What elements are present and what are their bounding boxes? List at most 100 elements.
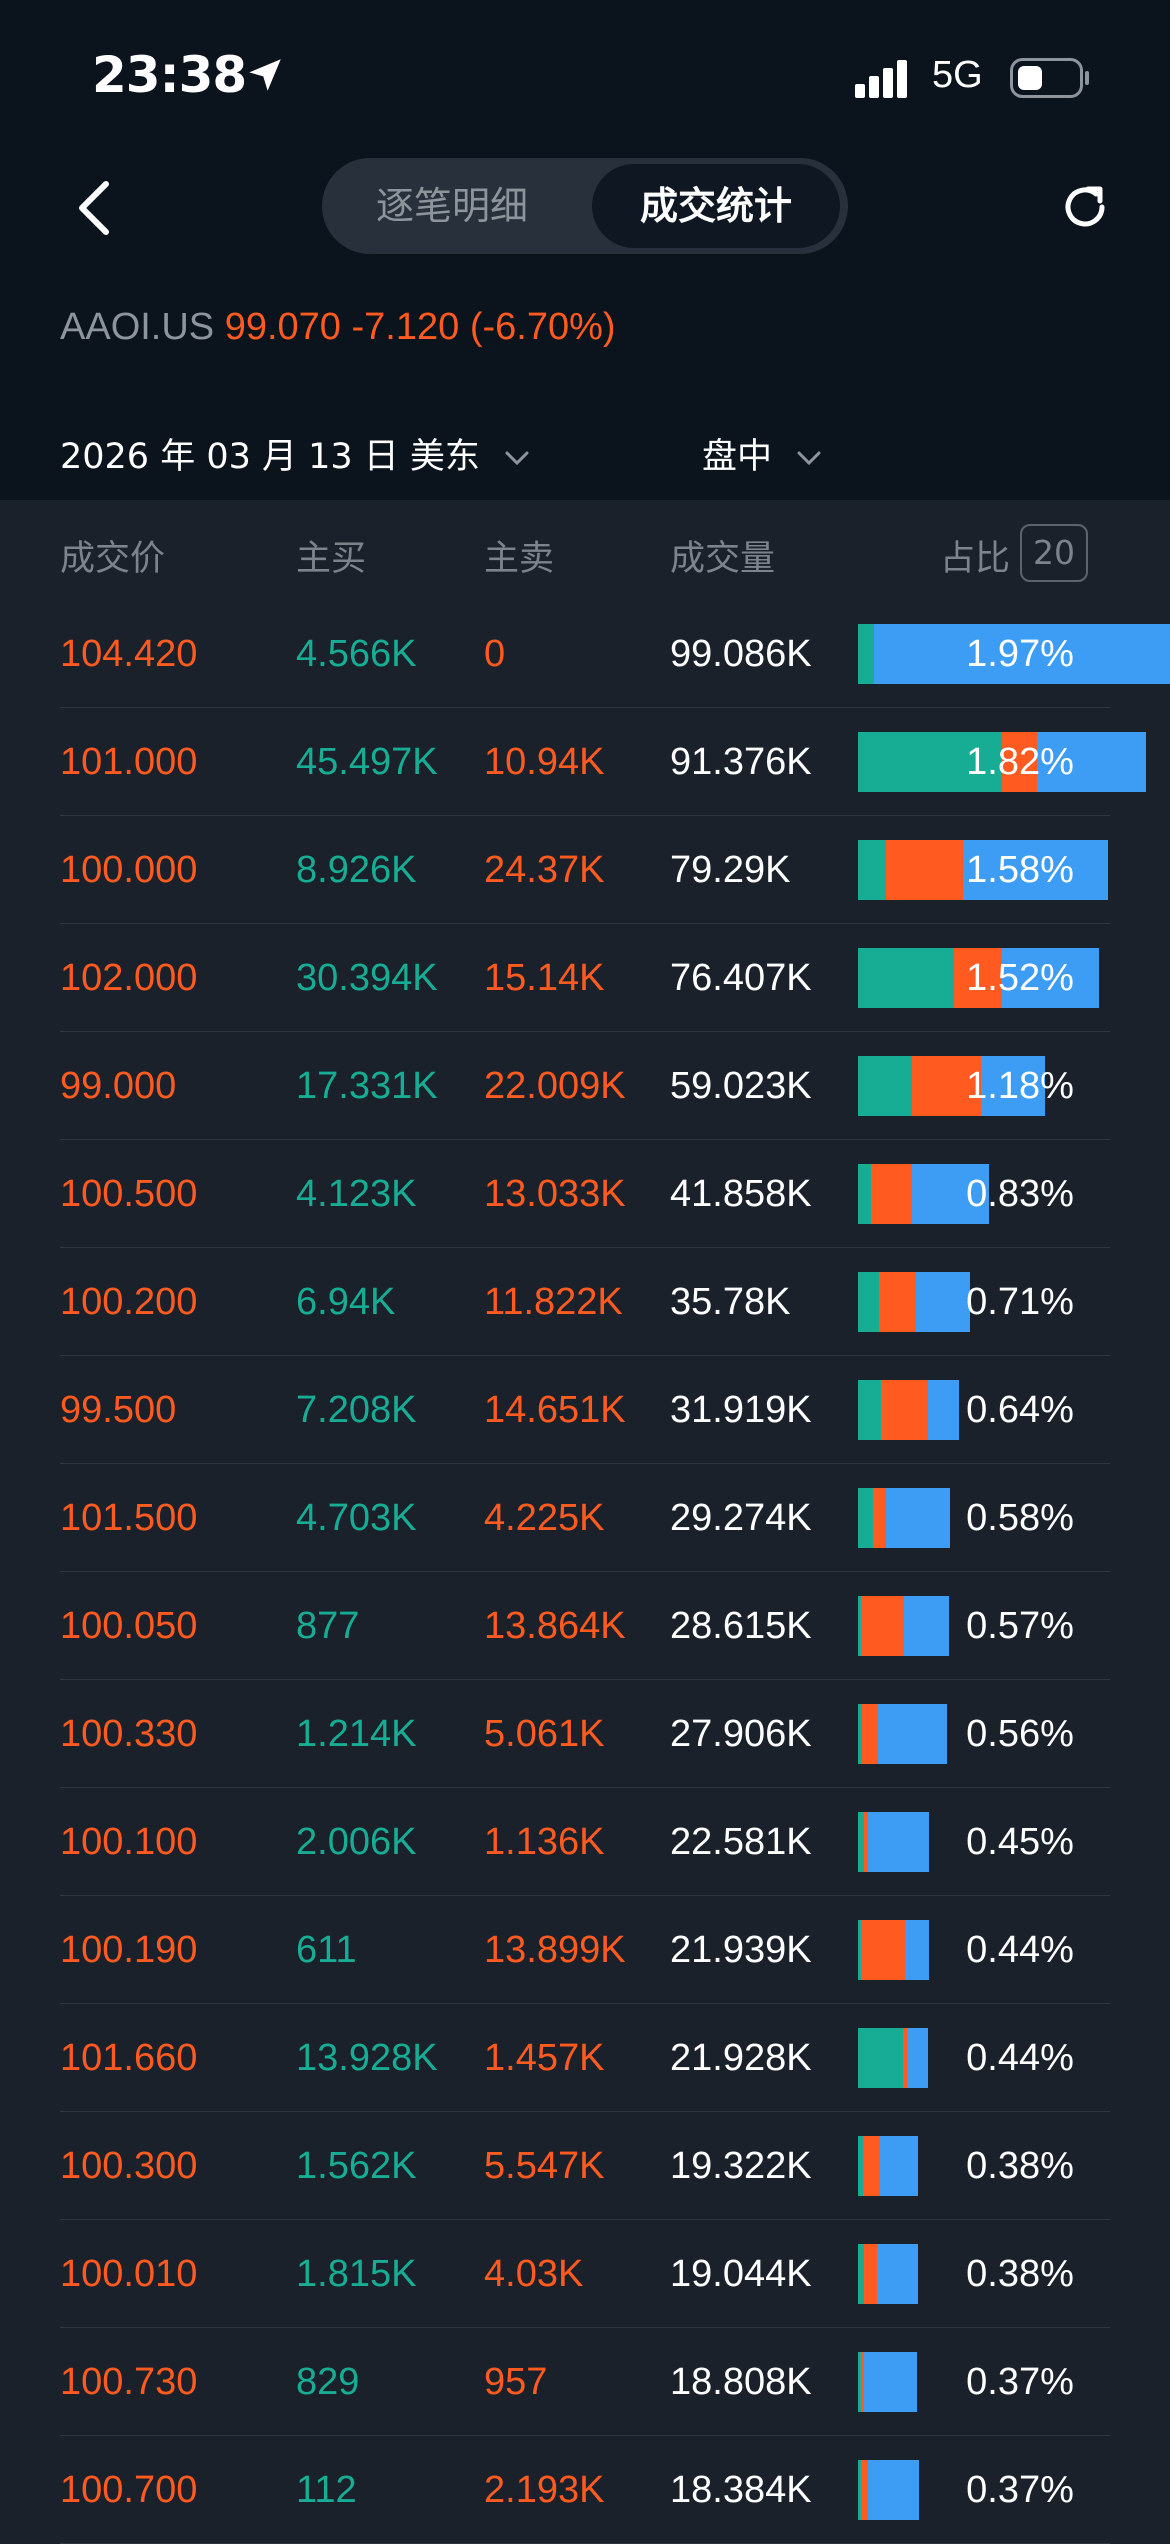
row-divider — [60, 1031, 1110, 1032]
table-row: 104.420 4.566K 0 99.086K 1.97% — [0, 600, 1170, 708]
row-ratio: 0.58% — [966, 1497, 1074, 1539]
tab-tick-details[interactable]: 逐笔明细 — [375, 184, 528, 228]
row-price: 100.010 — [60, 2253, 198, 2295]
neutral-segment — [904, 1596, 949, 1656]
row-price: 101.000 — [60, 741, 198, 783]
buy-segment — [858, 2244, 865, 2304]
row-price: 100.330 — [60, 1713, 198, 1755]
sell-segment — [954, 948, 1003, 1008]
row-active-sell: 14.651K — [484, 1389, 626, 1431]
row-volume: 31.919K — [670, 1389, 812, 1431]
status-bar: 23:38 5G — [0, 0, 1170, 150]
row-divider — [60, 1139, 1110, 1140]
row-active-sell: 1.457K — [484, 2037, 605, 2079]
refresh-icon[interactable] — [1058, 180, 1112, 234]
row-price: 100.300 — [60, 2145, 198, 2187]
row-ratio: 0.83% — [966, 1173, 1074, 1215]
volume-ratio-bar — [858, 2136, 919, 2196]
row-ratio: 0.37% — [966, 2469, 1074, 2511]
table-row: 100.500 4.123K 13.033K 41.858K 0.83% — [0, 1140, 1170, 1248]
sell-segment — [872, 1488, 886, 1548]
row-ratio: 1.52% — [966, 957, 1074, 999]
location-arrow-icon — [249, 59, 281, 91]
volume-ratio-bar — [858, 1488, 950, 1548]
row-active-sell: 15.14K — [484, 957, 605, 999]
neutral-segment — [911, 1164, 990, 1224]
neutral-segment — [1036, 732, 1147, 792]
row-divider — [60, 2111, 1110, 2112]
session-selector[interactable]: 盘中 — [702, 428, 821, 479]
table-row: 100.100 2.006K 1.136K 22.581K 0.45% — [0, 1788, 1170, 1896]
row-volume: 21.928K — [670, 2037, 812, 2079]
buy-segment — [858, 2460, 861, 2520]
buy-segment — [858, 948, 955, 1008]
row-price: 99.500 — [60, 1389, 177, 1431]
neutral-segment — [927, 1380, 960, 1440]
row-active-sell: 13.033K — [484, 1173, 626, 1215]
row-price: 100.050 — [60, 1605, 198, 1647]
row-active-sell: 10.94K — [484, 741, 605, 783]
row-volume: 21.939K — [670, 1929, 812, 1971]
sell-segment — [862, 2136, 881, 2196]
row-active-buy: 112 — [296, 2469, 357, 2511]
row-volume: 99.086K — [670, 633, 812, 675]
volume-ratio-bar — [858, 1380, 960, 1440]
row-divider — [60, 2003, 1110, 2004]
row-active-sell: 13.864K — [484, 1605, 626, 1647]
row-volume: 79.29K — [670, 849, 791, 891]
neutral-segment — [864, 2352, 918, 2412]
tab-trade-statistics[interactable]: 成交统计 — [592, 164, 840, 248]
row-volume: 76.407K — [670, 957, 812, 999]
buy-segment — [858, 1704, 862, 1764]
sell-segment — [1002, 732, 1037, 792]
volume-ratio-bar — [858, 1056, 1045, 1116]
row-ratio: 0.37% — [966, 2361, 1074, 2403]
row-ratio: 0.64% — [966, 1389, 1074, 1431]
row-price: 100.500 — [60, 1173, 198, 1215]
header-area: 23:38 5G 逐笔明细 成交统计 AAOI.US 99.070 -7.120… — [0, 0, 1170, 500]
row-active-buy: 30.394K — [296, 957, 438, 999]
stock-change: -7.120 — [351, 306, 460, 348]
volume-ratio-bar — [858, 1812, 930, 1872]
row-active-buy: 1.214K — [296, 1713, 417, 1755]
row-active-buy: 877 — [296, 1605, 360, 1647]
row-price: 100.190 — [60, 1929, 198, 1971]
row-divider — [60, 1247, 1110, 1248]
row-price: 100.200 — [60, 1281, 198, 1323]
row-volume: 41.858K — [670, 1173, 812, 1215]
table-row: 100.330 1.214K 5.061K 27.906K 0.56% — [0, 1680, 1170, 1788]
cellular-signal-icon — [855, 60, 907, 98]
row-divider — [60, 1679, 1110, 1680]
row-ratio: 0.57% — [966, 1605, 1074, 1647]
back-chevron-icon[interactable] — [70, 178, 116, 238]
row-active-buy: 45.497K — [296, 741, 438, 783]
row-price: 102.000 — [60, 957, 198, 999]
row-ratio: 0.38% — [966, 2145, 1074, 2187]
table-row: 100.200 6.94K 11.822K 35.78K 0.71% — [0, 1248, 1170, 1356]
row-active-buy: 6.94K — [296, 1281, 396, 1323]
row-active-buy: 4.703K — [296, 1497, 417, 1539]
row-divider — [60, 707, 1110, 708]
row-active-sell: 2.193K — [484, 2469, 605, 2511]
sell-segment — [861, 2352, 864, 2412]
row-ratio: 0.38% — [966, 2253, 1074, 2295]
date-selector-label: 2026 年 03 月 13 日 美东 — [60, 437, 480, 477]
row-price: 100.730 — [60, 2361, 198, 2403]
volume-ratio-bar — [858, 948, 1099, 1008]
row-divider — [60, 1355, 1110, 1356]
top-count-badge[interactable]: 20 — [1020, 524, 1088, 582]
stock-change-pct: (-6.70%) — [469, 306, 616, 348]
buy-segment — [858, 1056, 913, 1116]
volume-ratio-bar — [858, 732, 1147, 792]
row-active-sell: 24.37K — [484, 849, 605, 891]
buy-segment — [858, 732, 1003, 792]
volume-ratio-bar — [858, 1920, 929, 1980]
network-type: 5G — [932, 54, 983, 96]
date-selector[interactable]: 2026 年 03 月 13 日 美东 — [60, 428, 529, 479]
table-row: 99.000 17.331K 22.009K 59.023K 1.18% — [0, 1032, 1170, 1140]
row-active-sell: 4.225K — [484, 1497, 605, 1539]
sell-segment — [871, 1164, 912, 1224]
row-active-sell: 13.899K — [484, 1929, 626, 1971]
row-volume: 22.581K — [670, 1821, 812, 1863]
row-price: 101.500 — [60, 1497, 198, 1539]
